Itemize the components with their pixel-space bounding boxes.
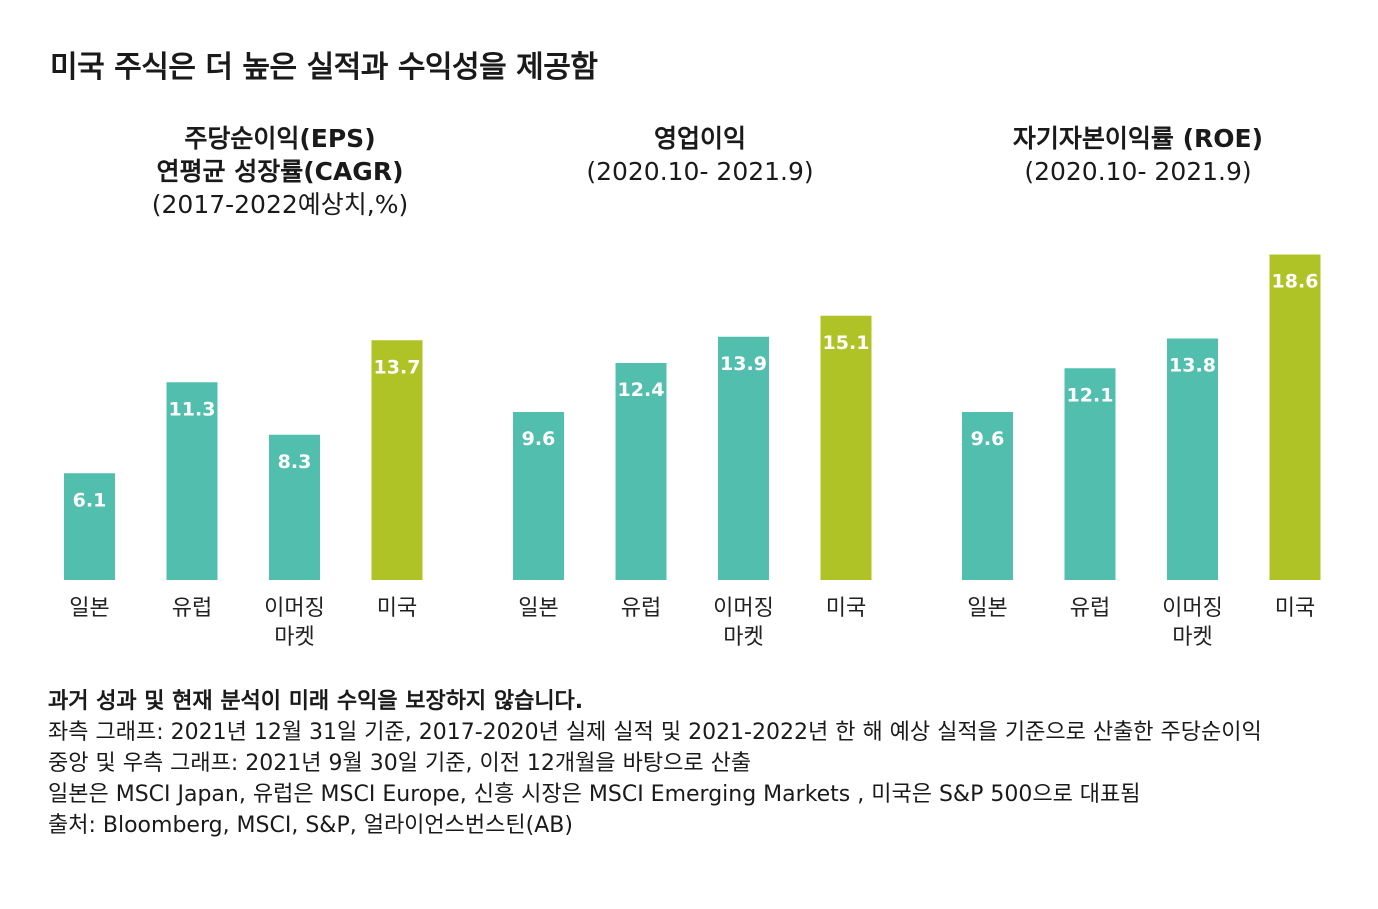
footnote-line: 출처: Bloomberg, MSCI, S&P, 얼라이언스번스틴(AB) bbox=[48, 813, 573, 838]
data-label: 9.6 bbox=[522, 428, 556, 450]
category-label: 일본 bbox=[967, 596, 1007, 621]
data-label: 12.4 bbox=[618, 379, 665, 401]
bar bbox=[513, 412, 564, 580]
data-label: 13.9 bbox=[720, 353, 767, 375]
chart-title-operating-income: 영업이익 (2020.10- 2021.9) bbox=[510, 122, 890, 188]
chart-title-line1: 주당순이익(EPS) bbox=[184, 124, 376, 153]
footnotes: 과거 성과 및 현재 분석이 미래 수익을 보장하지 않습니다. 좌측 그래프:… bbox=[48, 686, 1262, 841]
category-label: 미국 bbox=[377, 596, 417, 621]
category-label: 마켓 bbox=[1172, 625, 1212, 650]
category-label: 유럽 bbox=[621, 596, 661, 621]
data-label: 13.7 bbox=[374, 356, 421, 378]
chart-title-line2: 연평균 성장률(CAGR) bbox=[156, 157, 404, 186]
category-label: 유럽 bbox=[172, 596, 212, 621]
bar bbox=[64, 473, 115, 580]
data-label: 11.3 bbox=[169, 398, 216, 420]
bar bbox=[962, 412, 1013, 580]
bar bbox=[1167, 338, 1218, 580]
bar bbox=[1064, 368, 1116, 580]
chart-title-roe: 자기자본이익률 (ROE) (2020.10- 2021.9) bbox=[948, 122, 1328, 188]
data-label: 8.3 bbox=[278, 451, 312, 473]
category-label: 일본 bbox=[518, 596, 558, 621]
data-label: 6.1 bbox=[73, 489, 107, 511]
category-label: 미국 bbox=[1275, 596, 1315, 621]
category-label: 마켓 bbox=[723, 625, 763, 650]
chart-subtitle: (2017-2022예상치,%) bbox=[151, 190, 409, 219]
bar bbox=[718, 336, 769, 580]
data-label: 12.1 bbox=[1067, 384, 1114, 406]
footnote-line: 중앙 및 우측 그래프: 2021년 9월 30일 기준, 이전 12개월을 바… bbox=[48, 751, 752, 776]
category-label: 유럽 bbox=[1070, 596, 1110, 621]
chart-title-eps: 주당순이익(EPS) 연평균 성장률(CAGR) (2017-2022예상치,%… bbox=[90, 122, 470, 221]
category-label: 이머징 bbox=[264, 596, 325, 621]
data-label: 9.6 bbox=[971, 428, 1005, 450]
bar bbox=[371, 340, 423, 580]
disclaimer-text: 과거 성과 및 현재 분석이 미래 수익을 보장하지 않습니다. bbox=[48, 689, 584, 714]
page-title: 미국 주식은 더 높은 실적과 수익성을 제공함 bbox=[50, 50, 598, 85]
category-label: 마켓 bbox=[274, 625, 314, 650]
data-label: 15.1 bbox=[823, 332, 870, 354]
footnote-line: 일본은 MSCI Japan, 유럽은 MSCI Europe, 신흥 시장은 … bbox=[48, 782, 1141, 807]
category-label: 일본 bbox=[69, 596, 109, 621]
chart-subtitle: (2020.10- 2021.9) bbox=[586, 157, 814, 186]
footnote-line: 좌측 그래프: 2021년 12월 31일 기준, 2017-2020년 실제 … bbox=[48, 720, 1262, 745]
category-label: 이머징 bbox=[1162, 596, 1223, 621]
chart-subtitle: (2020.10- 2021.9) bbox=[1024, 157, 1252, 186]
category-label: 이머징 bbox=[713, 596, 774, 621]
bar bbox=[166, 382, 218, 580]
bar bbox=[1269, 254, 1321, 580]
data-label: 13.8 bbox=[1169, 355, 1216, 377]
data-label: 18.6 bbox=[1272, 271, 1319, 293]
bar bbox=[820, 315, 872, 580]
bar bbox=[269, 434, 320, 580]
chart-title-line1: 자기자본이익률 (ROE) bbox=[1012, 124, 1264, 153]
category-label: 미국 bbox=[826, 596, 866, 621]
bar bbox=[615, 363, 667, 580]
chart-title-line1: 영업이익 bbox=[653, 124, 746, 153]
